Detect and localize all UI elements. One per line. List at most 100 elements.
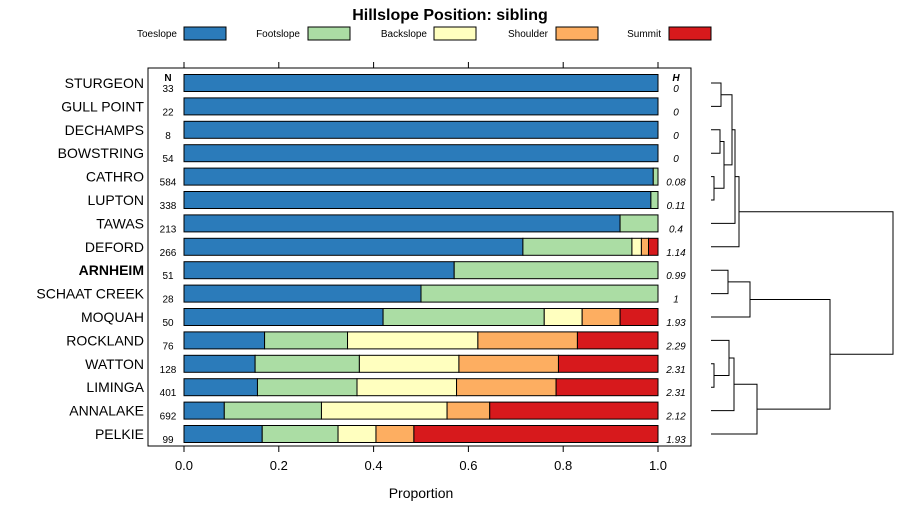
bar-segment	[183, 261, 455, 280]
h-value: 1.93	[666, 318, 686, 329]
h-value: 0	[673, 107, 679, 118]
bar-segment	[619, 214, 659, 233]
dendrogram-branch	[739, 211, 894, 355]
row-label: DECHAMPS	[65, 122, 144, 138]
h-header: H	[672, 73, 680, 84]
chart-legend: Toeslope Footslope Backslope Shoulder Summit	[137, 26, 712, 41]
dendrogram-branch	[721, 94, 733, 166]
n-value: 51	[162, 271, 174, 282]
bar-segment	[183, 284, 422, 303]
dendrogram-branch	[711, 281, 751, 318]
h-value: 1	[673, 295, 679, 306]
bar-segment	[420, 284, 659, 303]
row-label: ROCKLAND	[66, 332, 144, 348]
bar-segment	[183, 237, 524, 256]
row-label: PELKIE	[95, 426, 144, 442]
x-tick-label: 0.4	[365, 458, 383, 473]
h-value: 1.14	[666, 248, 686, 259]
row-label: GULL POINT	[61, 98, 144, 114]
bar-segment	[358, 354, 460, 373]
bar-segment	[650, 191, 659, 209]
bar-segment	[619, 308, 659, 326]
dendrogram-branch	[711, 176, 715, 201]
legend-swatch	[555, 26, 599, 41]
bar-segment	[183, 425, 263, 443]
bar-area	[183, 74, 659, 443]
bar-segment	[261, 425, 339, 443]
row-label: ANNALAKE	[69, 403, 144, 419]
bar-segment	[183, 120, 659, 139]
n-value: 692	[160, 412, 177, 423]
h-value: 0.4	[669, 224, 683, 235]
bar-segment	[382, 308, 545, 326]
row-label: LUPTON	[87, 192, 144, 208]
legend-label: Summit	[627, 29, 661, 40]
dendrogram	[711, 82, 894, 435]
n-value: 54	[162, 154, 174, 165]
n-value: 8	[165, 131, 171, 142]
dendrogram-branch	[711, 129, 736, 224]
dendrogram-branch	[711, 363, 715, 388]
legend-swatch	[668, 26, 712, 41]
legend-label: Toeslope	[137, 29, 177, 40]
x-tick-label: 0.8	[554, 458, 572, 473]
legend-label: Footslope	[256, 29, 300, 40]
bar-segment	[581, 308, 621, 326]
bar-segment	[522, 237, 633, 256]
dendrogram-branch	[714, 141, 725, 189]
bar-segment	[477, 331, 578, 350]
bar-segment	[183, 354, 256, 373]
bar-segment	[320, 401, 448, 420]
dendrogram-branch	[711, 129, 721, 154]
bar-segment	[458, 354, 559, 373]
chart-title: Hillslope Position: sibling	[352, 7, 548, 24]
bar-segment	[264, 331, 349, 350]
h-value: 0	[673, 131, 679, 142]
bar-segment	[183, 378, 258, 397]
bar-segment	[453, 261, 659, 280]
legend-label: Shoulder	[508, 29, 549, 40]
x-tick-label: 0.0	[175, 458, 193, 473]
bar-segment	[337, 425, 377, 443]
bar-segment	[555, 378, 659, 397]
row-label: DEFORD	[85, 239, 144, 255]
h-value: 0.08	[666, 178, 686, 189]
bar-segment	[183, 191, 652, 209]
row-label: ARNHEIM	[79, 262, 144, 278]
legend-swatch	[433, 26, 477, 41]
plot-frame	[147, 67, 692, 447]
n-value: 266	[160, 248, 177, 259]
n-value: 28	[162, 295, 174, 306]
h-value: 2.12	[665, 412, 686, 423]
row-label: CATHRO	[86, 169, 144, 185]
row-label: BOWSTRING	[58, 145, 144, 161]
bar-segment	[648, 237, 659, 256]
n-value: 50	[162, 318, 174, 329]
n-value: 33	[162, 84, 174, 95]
n-value: 76	[162, 341, 174, 352]
dendrogram-branch	[711, 82, 722, 107]
dendrogram-branch	[750, 298, 831, 410]
bar-segment	[576, 331, 659, 350]
n-value: 22	[162, 107, 174, 118]
row-label: MOQUAH	[81, 309, 144, 325]
x-tick-label: 1.0	[649, 458, 667, 473]
bar-segment	[652, 167, 659, 186]
bar-segment	[446, 401, 491, 420]
row-labels: STURGEON GULL POINT DECHAMPS BOWSTRING CATHR…	[36, 75, 144, 442]
bar-segment	[183, 214, 621, 233]
row-label: STURGEON	[65, 75, 144, 91]
bar-segment	[375, 425, 415, 443]
x-axis: 0.0 0.2 0.4 0.6 0.8 1.0	[175, 62, 667, 473]
h-value: 0	[673, 84, 679, 95]
legend-swatch	[307, 26, 351, 41]
bar-segment	[456, 378, 557, 397]
h-value: 2.31	[665, 388, 685, 399]
h-value: 0.11	[667, 201, 686, 212]
bar-segment	[183, 308, 384, 326]
n-header: N	[164, 73, 171, 84]
bar-segment	[183, 401, 225, 420]
bar-segment	[183, 167, 654, 186]
n-value: 401	[160, 388, 177, 399]
bar-segment	[347, 331, 479, 350]
